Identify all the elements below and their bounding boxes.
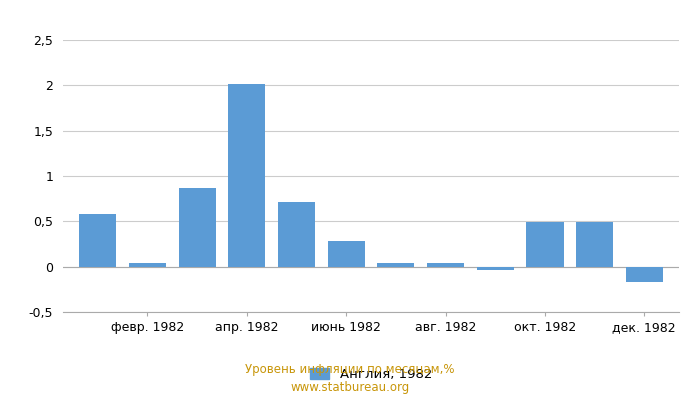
Bar [228, 84, 265, 267]
Bar [477, 267, 514, 270]
Legend: Англия, 1982: Англия, 1982 [309, 368, 433, 381]
Bar [576, 222, 613, 267]
Text: Уровень инфляции по месяцам,%: Уровень инфляции по месяцам,% [245, 364, 455, 376]
Bar [526, 222, 564, 267]
Bar [328, 241, 365, 267]
Bar [129, 263, 166, 267]
Bar [278, 202, 315, 267]
Text: www.statbureau.org: www.statbureau.org [290, 381, 410, 394]
Bar [79, 214, 116, 267]
Bar [377, 263, 414, 267]
Bar [178, 188, 216, 267]
Bar [626, 267, 663, 282]
Bar [427, 263, 464, 267]
